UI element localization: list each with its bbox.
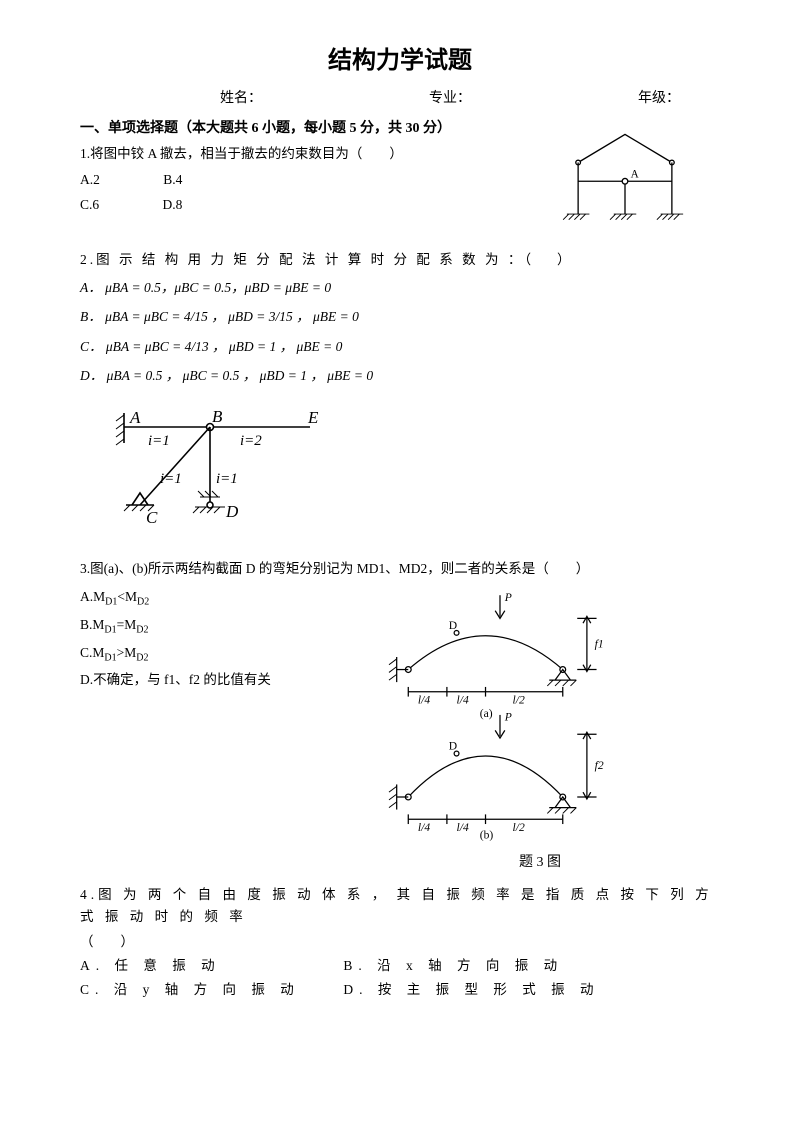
svg-text:l/4: l/4 [457,821,469,834]
svg-text:l/4: l/4 [418,694,430,707]
svg-text:f1: f1 [595,638,604,651]
q4-stem: 4.图 为 两 个 自 由 度 振 动 体 系 ， 其 自 振 频 率 是 指 … [80,884,720,927]
svg-text:f2: f2 [595,759,604,772]
svg-text:B: B [212,407,223,426]
svg-text:D: D [449,740,457,753]
q1-opt-d: D.8 [163,197,183,212]
q3-caption: 题 3 图 [360,852,720,874]
svg-text:A: A [129,408,141,427]
q2-opt-c: C． μBA = μBC = 4/13 ， μBD = 1 ， μBE = 0 [80,336,720,358]
q2-opt-d: D． μBA = 0.5 ， μBC = 0.5 ， μBD = 1 ， μBE… [80,365,720,387]
q2-opt-a: A． μBA = 0.5，μBC = 0.5，μBD = μBE = 0 [80,277,720,299]
question-2: 2.图 示 结 构 用 力 矩 分 配 法 计 算 时 分 配 系 数 为 ：（… [80,249,720,552]
svg-text:A: A [631,169,640,181]
info-major: 专业： [429,87,471,107]
page-title: 结构力学试题 [80,40,720,75]
q4-opt-b: B. 沿 x 轴 方 向 振 动 [343,955,603,977]
svg-text:i=2: i=2 [240,433,262,449]
svg-text:i=1: i=1 [148,433,170,449]
q2-figure: A B E C D i=1 i=2 i=1 i=1 [100,405,340,535]
svg-text:l/4: l/4 [418,821,430,834]
info-name: 姓名： [220,87,262,107]
svg-text:(a): (a) [480,707,493,720]
q3-opt-c: C.MD1>MD2 [80,642,340,667]
question-3: 3.图(a)、(b)所示两结构截面 D 的弯矩分别记为 MD1、MD2，则二者的… [80,558,720,875]
svg-text:P: P [504,591,512,604]
svg-text:E: E [307,408,319,427]
q4-paren: （ ） [80,931,720,953]
question-4: 4.图 为 两 个 自 由 度 振 动 体 系 ， 其 自 振 频 率 是 指 … [80,884,720,1000]
svg-text:C: C [146,508,158,527]
q4-opt-d: D. 按 主 振 型 形 式 振 动 [343,979,603,1001]
q3-opt-a: A.MD1<MD2 [80,586,340,611]
svg-text:P: P [504,711,512,724]
q3-figure: P D f1 l/4 l/4 l/2 (a) [360,583,640,843]
svg-text:i=1: i=1 [216,471,238,487]
q4-opt-c: C. 沿 y 轴 方 向 振 动 [80,979,340,1001]
q2-stem: 2.图 示 结 构 用 力 矩 分 配 法 计 算 时 分 配 系 数 为 ：（… [80,249,720,271]
question-1: 1.将图中铰 A 撤去，相当于撤去的约束数目为（ ） A.2 B.4 C.6 D… [80,143,720,233]
svg-text:i=1: i=1 [160,471,182,487]
svg-text:l/2: l/2 [513,821,525,834]
svg-text:D: D [225,502,239,521]
q1-opt-a: A.2 [80,172,100,187]
q3-opt-b: B.MD1=MD2 [80,614,340,639]
q3-opt-d: D.不确定，与 f1、f2 的比值有关 [80,669,340,691]
q1-opt-b: B.4 [163,172,182,187]
q3-stem: 3.图(a)、(b)所示两结构截面 D 的弯矩分别记为 MD1、MD2，则二者的… [80,558,720,580]
svg-text:l/2: l/2 [513,694,525,707]
q2-opt-b: B． μBA = μBC = 4/15 ， μBD = 3/15 ， μBE =… [80,306,720,328]
q4-opt-a: A. 任 意 振 动 [80,955,340,977]
info-row: 姓名： 专业： 年级： [80,87,720,107]
svg-text:l/4: l/4 [457,694,469,707]
q1-figure: A [550,125,700,228]
svg-text:(b): (b) [480,829,494,842]
info-grade: 年级： [638,87,680,107]
q1-opt-c: C.6 [80,197,99,212]
svg-text:D: D [449,619,457,632]
